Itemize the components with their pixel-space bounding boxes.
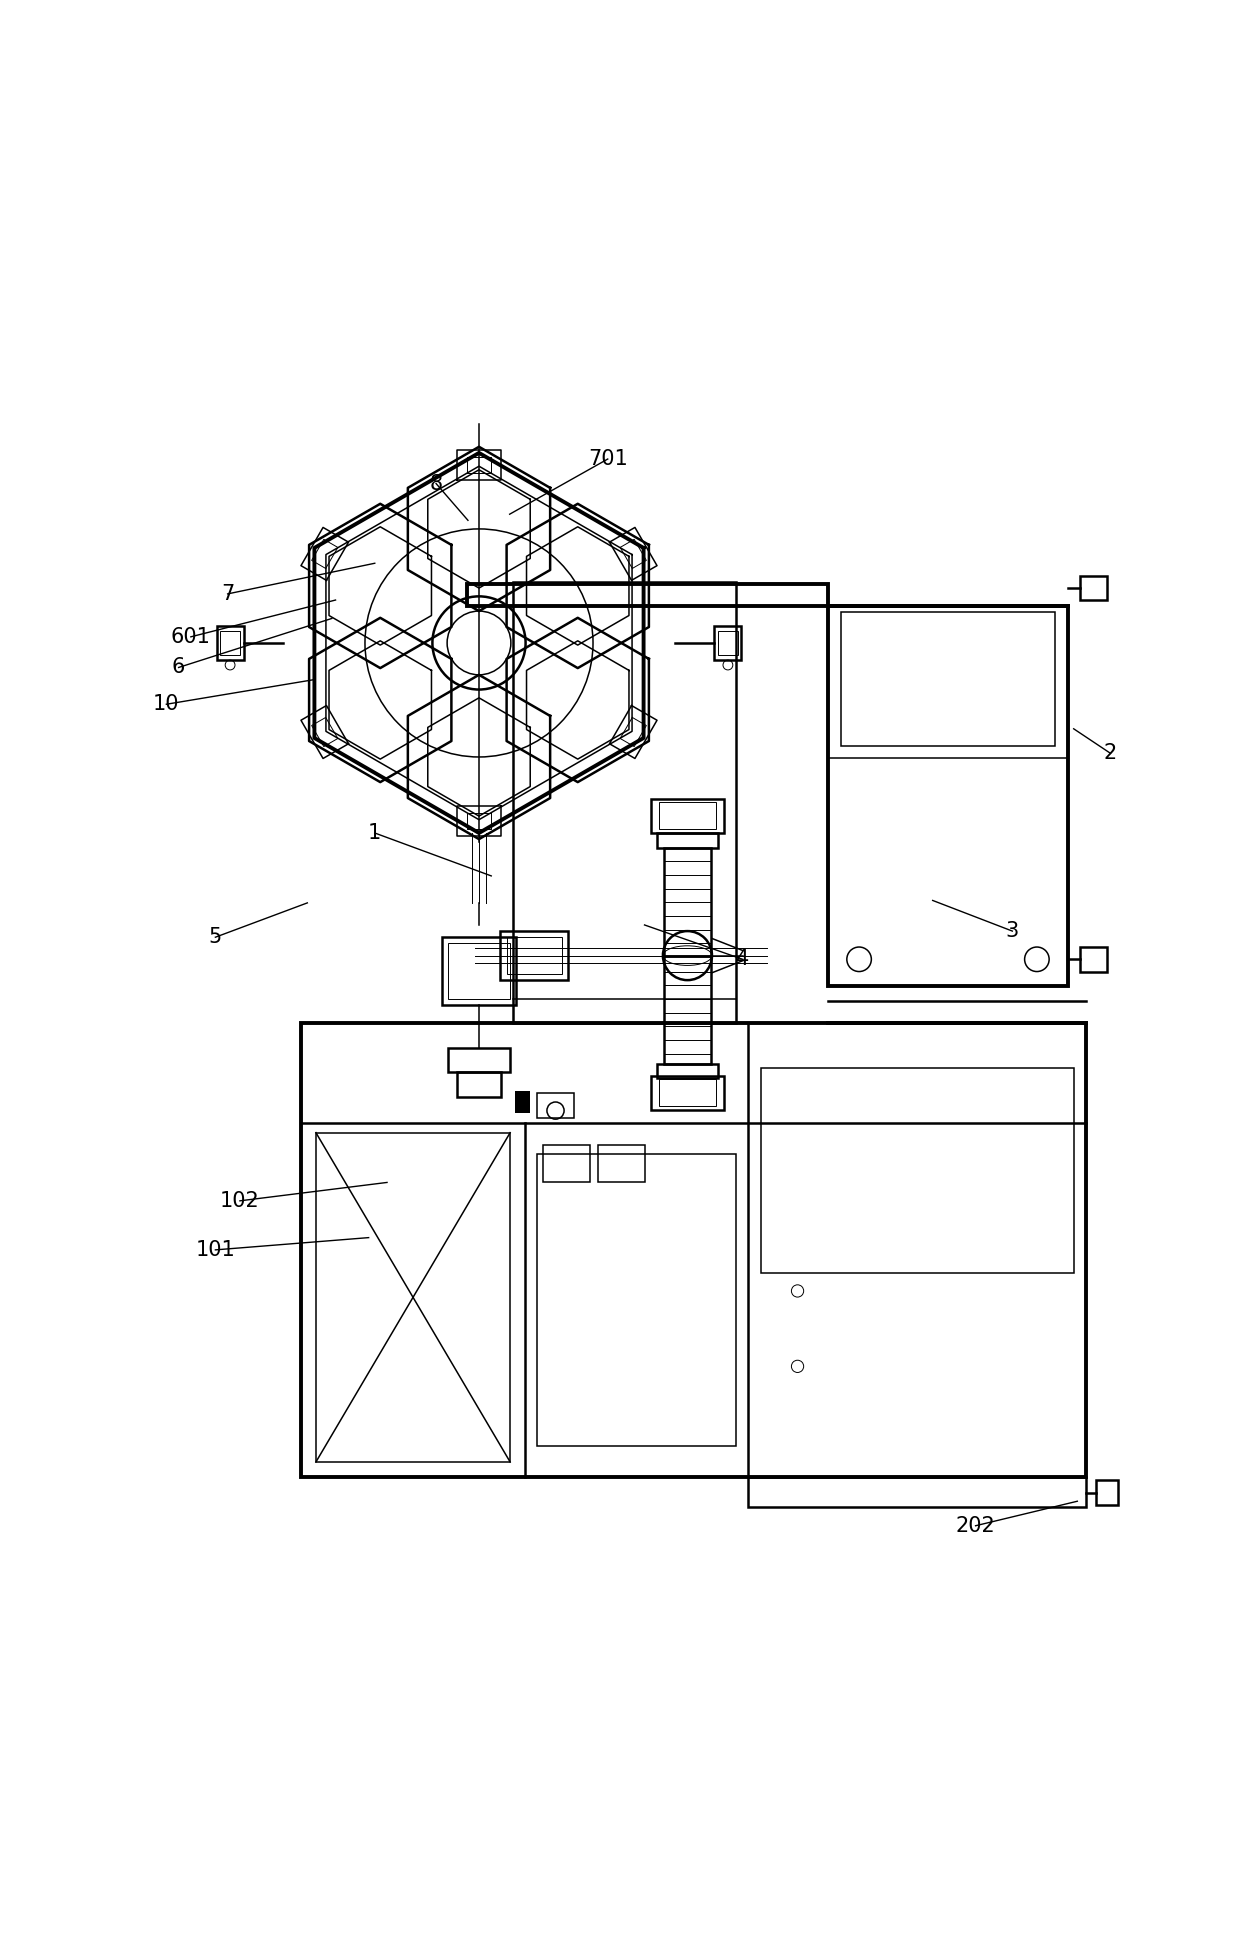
Bar	[466, 584, 828, 606]
Text: 6: 6	[172, 658, 185, 678]
Bar	[456, 1071, 501, 1097]
Bar	[1080, 575, 1107, 600]
Bar	[660, 803, 715, 830]
Text: 101: 101	[196, 1239, 236, 1260]
Bar	[301, 1023, 1086, 1477]
Bar	[599, 1145, 645, 1182]
Bar	[841, 612, 1055, 746]
Text: 202: 202	[956, 1516, 996, 1535]
Bar	[651, 1075, 724, 1110]
Bar	[507, 937, 562, 974]
Bar	[761, 1068, 1074, 1272]
Bar	[543, 1145, 590, 1182]
Text: 7: 7	[221, 584, 234, 604]
Bar	[221, 631, 239, 655]
Text: 701: 701	[588, 450, 627, 469]
Bar	[749, 1477, 1086, 1508]
Text: 4: 4	[737, 949, 749, 970]
Bar	[537, 1093, 574, 1118]
Bar	[660, 1079, 715, 1106]
Text: 2: 2	[1104, 744, 1117, 764]
Bar	[1096, 1480, 1117, 1506]
Bar	[316, 1132, 510, 1463]
Bar	[665, 956, 711, 1064]
Bar	[449, 943, 510, 999]
Text: 1: 1	[368, 822, 382, 843]
Text: 102: 102	[219, 1190, 260, 1212]
Bar	[718, 631, 738, 655]
Text: 8: 8	[429, 473, 443, 493]
Bar	[828, 606, 1068, 986]
Bar	[1080, 947, 1107, 972]
Bar	[714, 625, 742, 660]
Bar	[443, 937, 516, 1005]
Text: 3: 3	[1006, 921, 1019, 941]
Bar	[512, 582, 737, 1023]
Bar	[657, 1064, 718, 1079]
Text: 5: 5	[208, 927, 222, 947]
Bar	[537, 1153, 737, 1445]
Bar	[515, 1091, 529, 1112]
Bar	[501, 931, 568, 980]
Bar	[651, 799, 724, 834]
Bar	[449, 1048, 510, 1071]
Text: 10: 10	[153, 693, 180, 715]
Bar	[217, 625, 243, 660]
Bar	[657, 834, 718, 847]
Text: 601: 601	[171, 627, 211, 647]
Bar	[665, 847, 711, 956]
